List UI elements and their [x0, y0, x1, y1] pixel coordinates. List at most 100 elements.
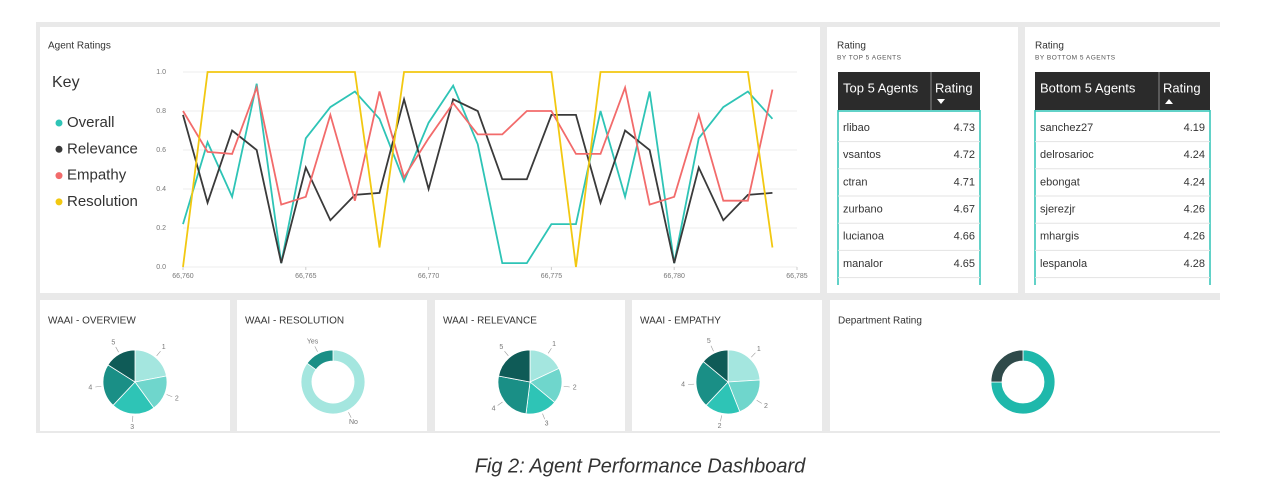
y-tick-label: 0.6	[156, 147, 166, 154]
x-tick-label: 66,760	[172, 273, 194, 280]
pie-slice	[107, 349, 136, 383]
table-subtitle: BY TOP 5 AGENTS	[837, 55, 902, 62]
pie-slice	[727, 379, 761, 413]
leader-line	[314, 346, 318, 352]
leader-line	[504, 350, 509, 356]
leader-line	[751, 352, 756, 358]
caption: Fig 2: Agent Performance Dashboard	[475, 455, 806, 477]
leader-line	[95, 385, 102, 388]
chart-title: WAAI - RESOLUTION	[245, 316, 344, 327]
slice-label: 3	[130, 424, 134, 431]
x-tick-label: 66,785	[786, 273, 808, 280]
cell: 4.26	[1184, 231, 1205, 243]
leader-line	[497, 401, 503, 406]
cell: 4.24	[1184, 176, 1205, 188]
pie-slice	[134, 349, 167, 383]
chart-title: Agent Ratings	[48, 41, 111, 52]
cell: 4.28	[1184, 258, 1205, 270]
pie-slice	[990, 349, 1056, 415]
cell: ebongat	[1040, 176, 1080, 188]
legend-marker	[55, 119, 63, 127]
cell: ctran	[843, 176, 867, 188]
series-line	[182, 71, 774, 268]
cell: 4.71	[954, 176, 975, 188]
pie-slice	[727, 349, 761, 383]
table-header	[1035, 72, 1210, 110]
slice-label: 5	[111, 339, 115, 346]
slice-label: 4	[492, 405, 496, 412]
column-header: Rating	[1163, 80, 1201, 95]
sort-arrow	[1165, 99, 1173, 104]
legend-marker	[55, 198, 63, 206]
cell: lucianoa	[843, 231, 885, 243]
legend-marker	[55, 172, 63, 180]
leader-line	[166, 394, 173, 398]
legend-title: Key	[52, 74, 80, 91]
chart-title: WAAI - OVERVIEW	[48, 316, 136, 327]
y-tick-label: 1.0	[156, 69, 166, 76]
legend-label: Relevance	[67, 140, 138, 157]
panel	[40, 27, 820, 293]
cell: zurbano	[843, 204, 883, 216]
pie-slice	[102, 364, 136, 406]
y-tick-label: 0.8	[156, 108, 166, 115]
slice-label: 5	[499, 344, 503, 351]
series-line	[182, 95, 773, 264]
slice-label: 5	[707, 338, 711, 345]
leader-line	[756, 399, 762, 404]
pie-slice	[497, 375, 531, 415]
pie-slice	[498, 349, 531, 383]
slice-label: 2	[718, 423, 722, 430]
pie-slice	[990, 349, 1024, 383]
cell: 4.26	[1184, 204, 1205, 216]
slice-label: 2	[573, 384, 577, 391]
cell: 4.65	[954, 258, 975, 270]
cell: mhargis	[1040, 231, 1080, 243]
slice-label: 1	[162, 344, 166, 351]
table-title: Rating	[837, 41, 866, 52]
slice-label: 4	[681, 382, 685, 389]
table-title: Rating	[1035, 41, 1064, 52]
legend-label: Overall	[67, 114, 115, 131]
pie-slice	[695, 361, 729, 406]
leader-line	[542, 413, 546, 420]
leader-line	[156, 350, 161, 356]
pie-slice	[112, 381, 155, 415]
leader-line	[563, 385, 570, 388]
cell: sanchez27	[1040, 122, 1093, 134]
chart-title: WAAI - RELEVANCE	[443, 316, 537, 327]
table-header	[838, 72, 980, 110]
slice-label: 2	[175, 395, 179, 402]
pie-slice	[702, 349, 729, 383]
legend-marker	[55, 145, 63, 153]
cell: lespanola	[1040, 258, 1088, 270]
slice-label: 3	[545, 421, 549, 428]
slice-label: 1	[552, 341, 556, 348]
cell: 4.19	[1184, 122, 1205, 134]
series-line	[182, 84, 774, 206]
column-header: Rating	[935, 80, 973, 95]
sort-arrow	[937, 99, 945, 104]
slice-label: Yes	[307, 339, 319, 346]
cell: 4.66	[954, 231, 975, 243]
x-tick-label: 66,770	[418, 273, 440, 280]
chart-title: WAAI - EMPATHY	[640, 316, 721, 327]
cell: sjerezjr	[1040, 204, 1076, 216]
panel	[1025, 27, 1220, 293]
leader-line	[348, 412, 352, 418]
leader-line	[115, 346, 119, 353]
cell: 4.73	[954, 122, 975, 134]
pie-slice	[300, 349, 366, 415]
pie-slice	[306, 349, 334, 371]
cell: 4.24	[1184, 149, 1205, 161]
cell: 4.67	[954, 204, 975, 216]
column-header: Top 5 Agents	[843, 80, 919, 95]
cell: 4.72	[954, 149, 975, 161]
cell: vsantos	[843, 149, 881, 161]
legend-label: Empathy	[67, 167, 127, 184]
table-subtitle: BY BOTTOM 5 AGENTS	[1035, 55, 1116, 62]
leader-line	[547, 348, 552, 354]
x-tick-label: 66,775	[541, 273, 563, 280]
legend-label: Resolution	[67, 193, 138, 210]
